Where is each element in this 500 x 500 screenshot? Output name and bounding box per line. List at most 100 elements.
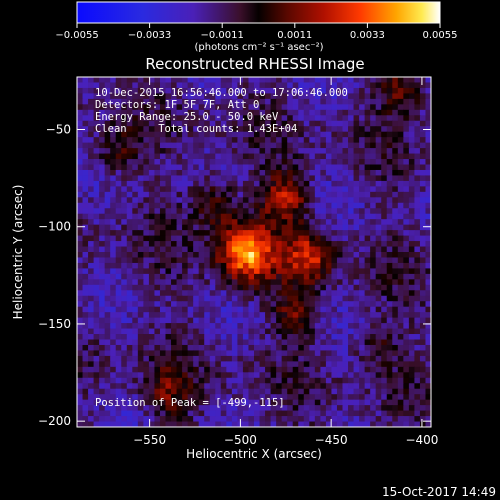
heatmap-cell — [220, 115, 227, 122]
heatmap-cell — [336, 410, 344, 417]
heatmap-cell — [414, 137, 421, 144]
heatmap-cell — [303, 153, 310, 160]
heatmap-cell — [209, 180, 216, 187]
heatmap-cell — [359, 268, 366, 275]
heatmap-cell — [209, 197, 216, 204]
heatmap-cell — [165, 202, 172, 209]
heatmap-cell — [215, 317, 222, 324]
heatmap-cell — [176, 77, 183, 84]
heatmap-cell — [381, 93, 388, 100]
heatmap-cell — [270, 186, 277, 193]
heatmap-cell — [386, 230, 393, 237]
heatmap-cell — [320, 230, 327, 237]
heatmap-cell — [403, 268, 410, 275]
heatmap-cell — [182, 153, 189, 160]
heatmap-cell — [425, 235, 431, 242]
heatmap-cell — [386, 109, 393, 116]
heatmap-cell — [148, 93, 156, 100]
heatmap-cell — [99, 230, 106, 237]
heatmap-cell — [270, 77, 277, 84]
heatmap-cell — [220, 82, 227, 89]
heatmap-cell — [298, 153, 305, 160]
heatmap-cell — [370, 416, 377, 423]
heatmap-cell — [397, 142, 404, 149]
heatmap-cell — [336, 388, 344, 395]
heatmap-cell — [259, 115, 266, 122]
heatmap-cell — [348, 104, 355, 111]
heatmap-cell — [309, 126, 316, 133]
heatmap-cell — [281, 241, 288, 248]
heatmap-cell — [226, 344, 233, 352]
heatmap-cell — [309, 98, 316, 105]
heatmap-cell — [126, 77, 133, 84]
heatmap-cell — [104, 350, 111, 357]
heatmap-cell — [331, 126, 338, 133]
heatmap-cell — [176, 388, 183, 395]
heatmap-cell — [287, 312, 294, 319]
heatmap-cell — [154, 383, 161, 390]
heatmap-cell — [276, 142, 283, 149]
heatmap-cell — [314, 77, 321, 84]
heatmap-cell — [88, 405, 95, 412]
heatmap-cell — [254, 180, 261, 187]
heatmap-cell — [359, 104, 366, 111]
heatmap-cell — [419, 416, 427, 423]
heatmap-cell — [193, 372, 200, 379]
heatmap-cell — [193, 109, 200, 116]
heatmap-cell — [254, 208, 261, 215]
heatmap-cell — [187, 328, 194, 335]
heatmap-cell — [248, 323, 255, 330]
heatmap-cell — [309, 191, 316, 198]
heatmap-cell — [419, 350, 427, 357]
heatmap-cell — [303, 410, 310, 417]
heatmap-cell — [231, 213, 239, 220]
heatmap-cell — [220, 394, 227, 401]
heatmap-cell — [132, 175, 139, 182]
heatmap-cell — [198, 355, 205, 362]
heatmap-cell — [281, 339, 288, 346]
heatmap-cell — [325, 208, 333, 215]
heatmap-cell — [408, 405, 416, 412]
heatmap-cell — [165, 394, 172, 401]
heatmap-cell — [281, 252, 288, 259]
heatmap-cell — [209, 104, 216, 111]
heatmap-cell — [342, 328, 349, 335]
heatmap-cell — [353, 306, 360, 313]
heatmap-cell — [226, 169, 233, 177]
heatmap-cell — [276, 361, 283, 368]
heatmap-cell — [209, 339, 216, 346]
heatmap-cell — [397, 328, 404, 335]
heatmap-cell — [397, 175, 404, 182]
heatmap-cell — [204, 213, 211, 220]
heatmap-cell — [226, 87, 233, 95]
heatmap-cell — [364, 246, 371, 253]
heatmap-cell — [231, 279, 239, 286]
heatmap-cell — [254, 137, 261, 144]
heatmap-cell — [182, 180, 189, 187]
heatmap-cell — [325, 394, 333, 401]
heatmap-cell — [298, 262, 305, 270]
heatmap-cell — [375, 235, 382, 242]
heatmap-cell — [93, 137, 100, 144]
heatmap-cell — [165, 323, 172, 330]
heatmap-cell — [276, 197, 283, 204]
heatmap-cell — [115, 344, 122, 352]
heatmap-cell — [99, 279, 106, 286]
heatmap-cell — [314, 202, 321, 209]
heatmap-cell — [93, 388, 100, 395]
heatmap-cell — [309, 175, 316, 182]
heatmap-cell — [148, 230, 156, 237]
heatmap-cell — [99, 366, 106, 373]
heatmap-cell — [348, 394, 355, 401]
heatmap-cell — [414, 235, 421, 242]
heatmap-cell — [193, 328, 200, 335]
heatmap-cell — [209, 109, 216, 116]
heatmap-cell — [104, 87, 111, 95]
heatmap-cell — [287, 317, 294, 324]
heatmap-cell — [82, 142, 89, 149]
heatmap-cell — [159, 148, 167, 155]
heatmap-cell — [419, 180, 427, 187]
heatmap-cell — [331, 334, 338, 341]
heatmap-cell — [121, 383, 128, 390]
heatmap-cell — [137, 421, 144, 427]
